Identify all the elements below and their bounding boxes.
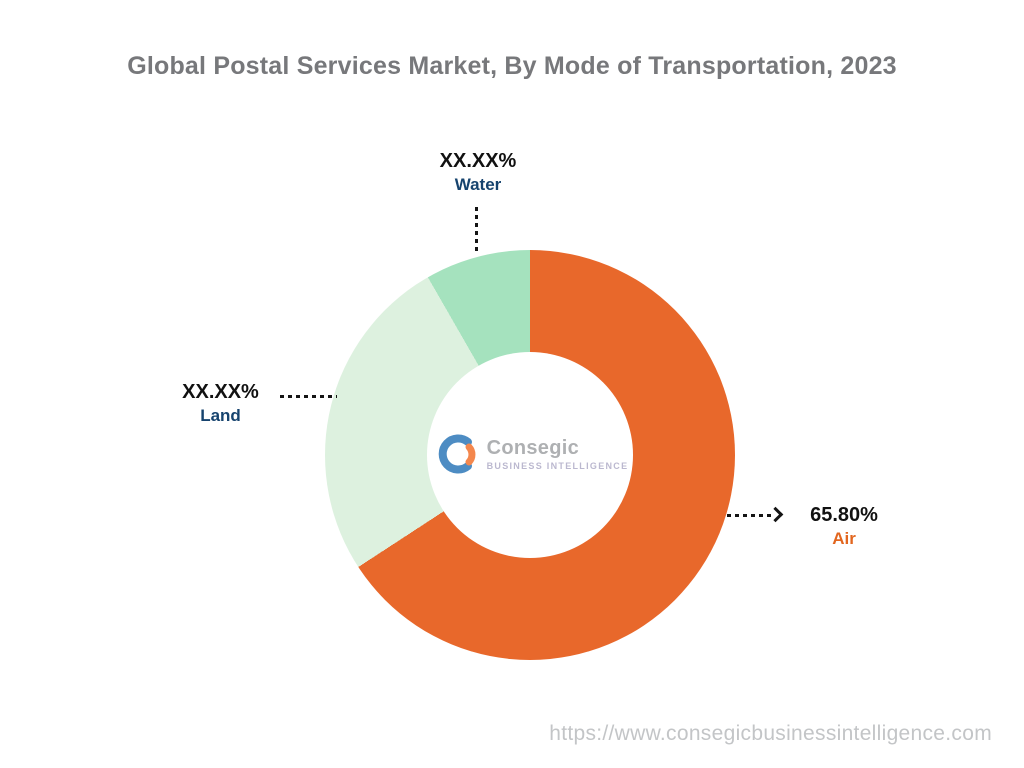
air-percent-label: 65.80% bbox=[810, 504, 878, 526]
land-callout: XX.XX% Land bbox=[158, 380, 283, 426]
donut-hole: Consegic Business Intelligence bbox=[427, 352, 633, 558]
water-leader-line bbox=[475, 207, 478, 254]
water-percent-label: XX.XX% bbox=[439, 150, 517, 172]
source-url: https://www.consegicbusinessintelligence… bbox=[549, 722, 992, 745]
air-callout: 65.80% Air bbox=[788, 503, 900, 549]
logo-name: Consegic bbox=[486, 437, 580, 460]
consegic-logo-text: Consegic Business Intelligence bbox=[487, 438, 629, 471]
chart-title: Global Postal Services Market, By Mode o… bbox=[127, 52, 897, 80]
air-arrow-icon bbox=[767, 506, 784, 523]
logo-subtitle: Business Intelligence bbox=[486, 461, 629, 472]
water-callout: XX.XX% Water bbox=[398, 149, 558, 195]
air-category-label: Air bbox=[832, 529, 856, 548]
air-leader-line bbox=[727, 514, 771, 517]
consegic-logo: Consegic Business Intelligence bbox=[432, 429, 629, 482]
land-percent-label: XX.XX% bbox=[182, 381, 259, 403]
consegic-logo-icon bbox=[432, 429, 480, 482]
land-leader-line bbox=[280, 395, 337, 398]
donut-chart: Consegic Business Intelligence bbox=[325, 250, 735, 660]
water-category-label: Water bbox=[454, 175, 502, 194]
land-category-label: Land bbox=[200, 406, 241, 425]
